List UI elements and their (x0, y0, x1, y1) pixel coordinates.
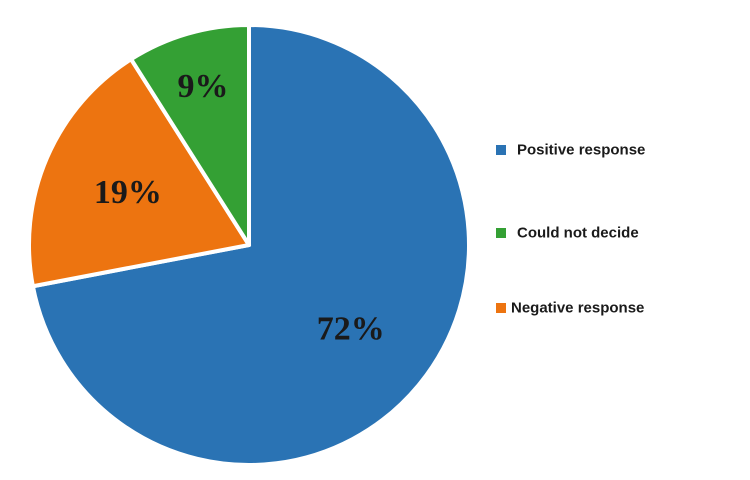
pie-slice-labels: 72% 19% 9% (94, 68, 385, 348)
legend-item-could-not-decide: Could not decide (496, 225, 639, 242)
pie-slice-could-not-decide (129, 23, 251, 247)
legend-label-positive-response: Positive response (517, 142, 645, 159)
legend-item-negative-response: Negative response (496, 300, 644, 317)
legend-swatch-could-not-decide (496, 228, 506, 238)
legend-label-could-not-decide: Could not decide (517, 225, 639, 242)
pie-slice-negative-response (27, 57, 251, 289)
slice-label-could-not-decide: 9% (177, 68, 228, 105)
legend-swatch-negative-response (496, 303, 506, 313)
legend: Positive response Could not decide Negativ… (496, 142, 645, 317)
legend-swatch-positive-response (496, 145, 506, 155)
pie-slices (27, 23, 471, 467)
legend-label-negative-response: Negative response (511, 300, 644, 317)
slice-label-positive-response: 72% (317, 311, 385, 348)
slice-label-negative-response: 19% (94, 174, 162, 211)
legend-item-positive-response: Positive response (496, 142, 645, 159)
